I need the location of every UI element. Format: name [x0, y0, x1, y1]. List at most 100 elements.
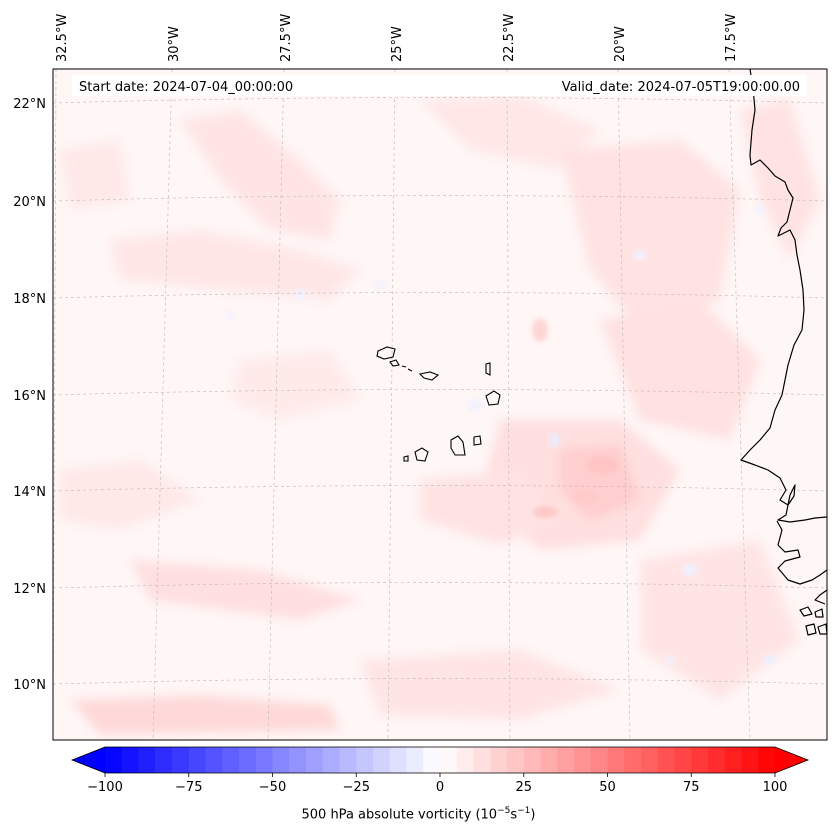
lon-label-20w: 20°W: [613, 26, 628, 62]
parallel-22n: [53, 97, 827, 104]
lon-label-30w: 30°W: [167, 26, 182, 62]
meridian-27-5w: [267, 69, 285, 740]
colorbar-bin: [607, 747, 625, 773]
colorbar-bin: [172, 747, 190, 773]
colorbar-tick-label: 0: [436, 780, 444, 795]
meridian-17-5w: [728, 69, 751, 740]
island-santa-luzia: [401, 365, 407, 368]
colorbar-tick-label: 100: [763, 780, 788, 795]
island-sao-nicolau: [418, 371, 440, 381]
island-fogo: [414, 447, 429, 462]
island-santo-antao: [376, 346, 396, 360]
lat-label-20n: 20°N: [13, 195, 46, 210]
parallel-18n: [53, 292, 827, 299]
colorbar-tick-label: 50: [599, 780, 616, 795]
colorbar-bin: [674, 747, 692, 773]
colorbar-bin: [222, 747, 240, 773]
parallel-14n: [53, 485, 827, 492]
island-brava: [403, 455, 409, 462]
colorbar-bin: [272, 747, 290, 773]
colorbar-bin: [758, 747, 776, 773]
lon-label-32-5w: 32.5°W: [55, 14, 70, 62]
colorbar-bin: [373, 747, 391, 773]
start-date-label: Start date: 2024-07-04_00:00:00: [79, 80, 293, 95]
colorbar: −100 −75 −50 −25 0 25 50 75 100: [70, 746, 810, 795]
vorticity-contours: [60, 95, 820, 735]
coast-bissagos-4: [817, 623, 827, 635]
colorbar-bin: [356, 747, 374, 773]
colorbar-bin: [389, 747, 408, 773]
island-santiago: [450, 435, 466, 456]
colorbar-bin: [523, 747, 542, 773]
colorbar-bin: [423, 747, 441, 773]
colorbar-bin: [155, 747, 173, 773]
colorbar-bin: [339, 747, 357, 773]
colorbar-bin: [507, 747, 525, 773]
colorbar-bin: [641, 747, 659, 773]
africa-coastline: [740, 69, 827, 636]
coast-bissagos-3: [805, 623, 817, 636]
parallel-12n: [53, 582, 827, 589]
meridian-30w: [152, 69, 173, 740]
island-branco: [407, 368, 413, 372]
colorbar-bin: [289, 747, 307, 773]
title-box: [72, 75, 807, 96]
lat-label-10n: 10°N: [13, 678, 46, 693]
colorbar-bin: [205, 747, 223, 773]
latitude-labels: 22°N 20°N 18°N 16°N 14°N 12°N 10°N: [13, 97, 46, 693]
colorbar-bin: [105, 747, 123, 773]
longitude-labels: 32.5°W 30°W 27.5°W 25°W 22.5°W 20°W 17.5…: [55, 14, 739, 62]
colorbar-bin: [138, 747, 156, 773]
lat-label-18n: 18°N: [13, 292, 46, 307]
colorbar-bin: [322, 747, 341, 773]
colorbar-bin: [121, 747, 140, 773]
colorbar-extend-max: [775, 747, 808, 773]
lat-label-16n: 16°N: [13, 389, 46, 404]
colorbar-tick-label: −75: [175, 780, 202, 795]
coast-bissagos-2: [814, 608, 824, 618]
colorbar-tick-label: −100: [87, 780, 123, 795]
island-maio: [473, 435, 482, 446]
meridian-20w: [617, 69, 631, 740]
colorbar-bin: [456, 747, 475, 773]
colorbar-bin: [724, 747, 743, 773]
parallel-10n: [53, 678, 827, 685]
lat-label-14n: 14°N: [13, 485, 46, 500]
colorbar-bin: [691, 747, 709, 773]
colorbar-bin: [557, 747, 575, 773]
parallel-16n: [53, 389, 827, 396]
colorbar-bin: [590, 747, 609, 773]
map-frame: [52, 68, 828, 741]
colorbar-bin: [490, 747, 508, 773]
meridian-25w: [387, 69, 396, 740]
colorbar-tick-label: −50: [259, 780, 286, 795]
colorbar-bin: [741, 747, 759, 773]
valid-date-label: Valid_date: 2024-07-05T19:00:00.00: [562, 80, 800, 95]
lon-label-27-5w: 27.5°W: [279, 14, 294, 62]
colorbar-bin: [657, 747, 676, 773]
parallel-20n: [53, 195, 827, 202]
lat-label-22n: 22°N: [13, 97, 46, 112]
colorbar-bin: [624, 747, 642, 773]
colorbar-tick-label: −25: [343, 780, 370, 795]
colorbar-bin: [440, 747, 458, 773]
colorbar-bin: [574, 747, 592, 773]
coast-guinea-bissau: [814, 589, 827, 605]
colorbar-extend-min: [72, 747, 105, 773]
cape-verde-islands: [376, 346, 501, 462]
vorticity-small-features: [225, 205, 777, 665]
colorbar-bin: [406, 747, 424, 773]
coast-bissagos-1: [799, 606, 813, 617]
colorbar-tick-label: 75: [683, 780, 700, 795]
colorbar-bin: [540, 747, 558, 773]
lon-label-17-5w: 17.5°W: [724, 14, 739, 62]
island-boa-vista: [485, 390, 501, 406]
lon-label-25w: 25°W: [390, 26, 405, 62]
lon-label-22-5w: 22.5°W: [502, 14, 517, 62]
colorbar-bin: [473, 747, 491, 773]
coast-gambia-guinea: [776, 520, 827, 585]
island-sao-vicente: [389, 359, 400, 367]
colorbar-label: 500 hPa absolute vorticity (10−5s−1): [301, 806, 536, 823]
coast-mauritania-senegal: [740, 69, 827, 523]
